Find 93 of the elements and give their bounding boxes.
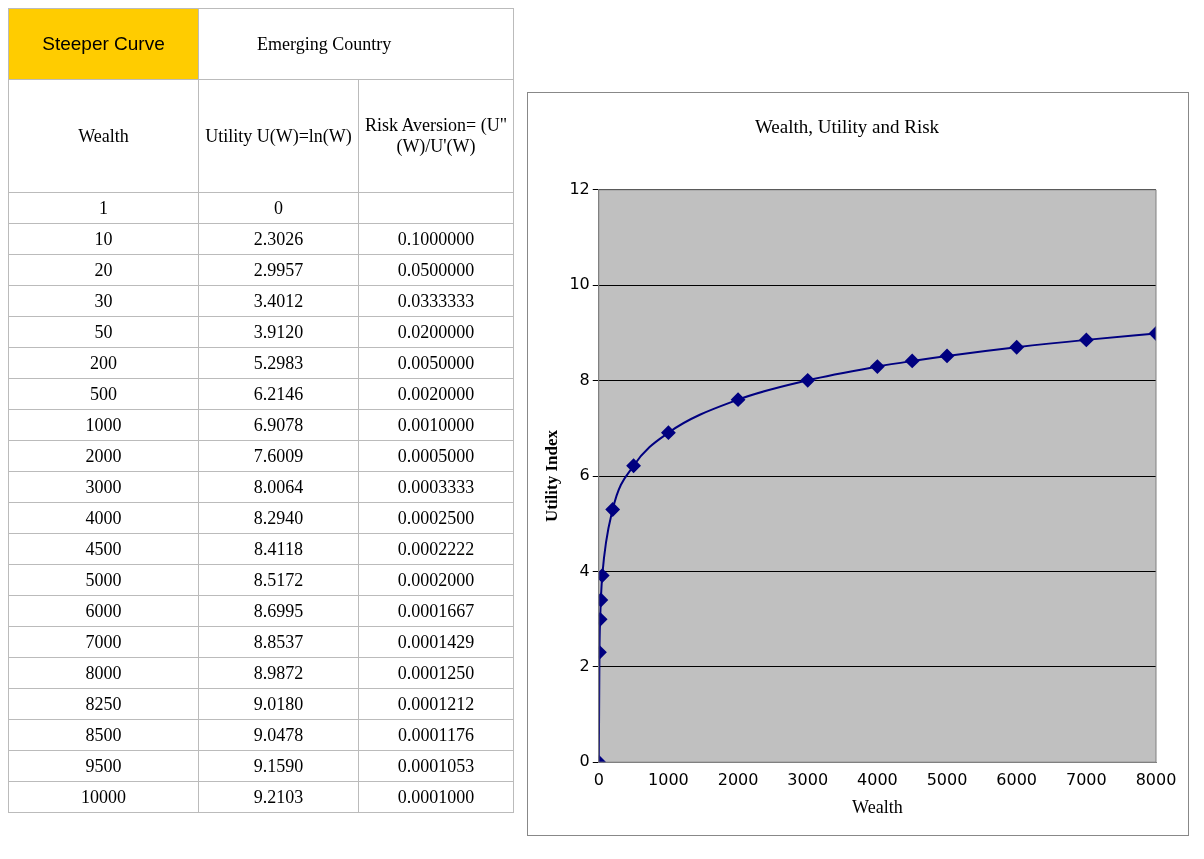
category-label: 4000 (8, 502, 199, 534)
data-label: 2.9957 (198, 254, 359, 286)
x-tick-label: 6000 (996, 769, 1038, 789)
x-tick-label: 5000 (926, 769, 968, 789)
data-label: 3.4012 (198, 285, 359, 317)
data-label: 8.0064 (198, 471, 359, 503)
point (870, 359, 885, 374)
x-tick-label: 8000 (1135, 769, 1177, 789)
data-label: 0.0002000 (358, 564, 514, 596)
data-label: 0.0005000 (358, 440, 514, 472)
category-label: 8000 (8, 657, 199, 689)
data-label: 0.0003333 (358, 471, 514, 503)
x-axis-title: Wealth (852, 796, 903, 817)
category-label: 2000 (8, 440, 199, 472)
point (905, 353, 920, 368)
data-label: 8.5172 (198, 564, 359, 596)
category-label: 1000 (8, 409, 199, 441)
data-label: 0.0002500 (358, 502, 514, 534)
data-label: 6.2146 (198, 378, 359, 410)
data-label: 0.0001667 (358, 595, 514, 627)
category-label: 1 (8, 192, 199, 224)
point (605, 502, 620, 517)
data-label: 0.0001053 (358, 750, 514, 782)
data-label: 0.0020000 (358, 378, 514, 410)
data-label: 9.0180 (198, 688, 359, 720)
category-label: 8500 (8, 719, 199, 751)
data-label: 8.6995 (198, 595, 359, 627)
data-label: 6.9078 (198, 409, 359, 441)
category-label: 3000 (8, 471, 199, 503)
category-label: 50 (8, 316, 199, 348)
y-tick-label: 4 (579, 560, 590, 580)
data-label: 2.3026 (198, 223, 359, 255)
text: Utility U(W)=ln(W) (198, 79, 359, 193)
data-label: 0.0002222 (358, 533, 514, 565)
data-label: 0 (198, 192, 359, 224)
data-label: 5.2983 (198, 347, 359, 379)
data-label: 9.2103 (198, 781, 359, 813)
point (1079, 332, 1094, 347)
category-label: 5000 (8, 564, 199, 596)
data-label: 0.0333333 (358, 285, 514, 317)
text: Steeper Curve (8, 8, 199, 80)
text: Emerging Country (198, 8, 514, 80)
category-label: 8250 (8, 688, 199, 720)
data-label: 0.0001250 (358, 657, 514, 689)
point (940, 348, 955, 363)
category-label: 9500 (8, 750, 199, 782)
data-label: 9.1590 (198, 750, 359, 782)
chart-title: Wealth, Utility and Risk (754, 116, 940, 138)
data-label: 9.0478 (198, 719, 359, 751)
data-label: 0.0001429 (358, 626, 514, 658)
x-tick-label: 0 (593, 769, 604, 789)
text: Wealth (8, 79, 199, 193)
y-tick-label: 10 (569, 274, 590, 294)
point (731, 392, 746, 407)
data-label: 7.6009 (198, 440, 359, 472)
point (1009, 340, 1024, 355)
data-label: 8.2940 (198, 502, 359, 534)
x-tick-label: 4000 (857, 769, 898, 789)
data-label: 8.9872 (198, 657, 359, 689)
y-tick-label: 0 (579, 751, 590, 771)
category-label: 20 (8, 254, 199, 286)
data-label: 0.0010000 (358, 409, 514, 441)
x-tick-label: 3000 (787, 769, 829, 789)
data-label: 0.0001212 (358, 688, 514, 720)
point (661, 425, 676, 440)
point (626, 458, 641, 473)
data-label: 0.0050000 (358, 347, 514, 379)
data-label: 0.0500000 (358, 254, 514, 286)
category-label: 10000 (8, 781, 199, 813)
category-label: 500 (8, 378, 199, 410)
x-tick-label: 1000 (648, 769, 689, 789)
y-axis-title: Utility Index (541, 429, 561, 523)
text: Risk Aversion= (U"(W)/U'(W) (358, 79, 514, 193)
data-label: 0.0001176 (358, 719, 514, 751)
data-label: 0.0001000 (358, 781, 514, 813)
category-label: 4500 (8, 533, 199, 565)
point (800, 373, 815, 388)
data-label: 0.1000000 (358, 223, 514, 255)
y-tick-label: 8 (579, 369, 590, 389)
data-label: 0.0200000 (358, 316, 514, 348)
category-label: 200 (8, 347, 199, 379)
data-label: 8.8537 (198, 626, 359, 658)
x-tick-label: 7000 (1065, 769, 1107, 789)
category-label: 10 (8, 223, 199, 255)
y-tick-label: 6 (579, 465, 590, 485)
data-label: 8.4118 (198, 533, 359, 565)
y-tick-label: 12 (569, 178, 590, 198)
y-tick-label: 2 (579, 655, 590, 675)
x-tick-label: 2000 (717, 769, 759, 789)
category-label: 6000 (8, 595, 199, 627)
category-label: 30 (8, 285, 199, 317)
data-label: 3.9120 (198, 316, 359, 348)
category-label: 7000 (8, 626, 199, 658)
